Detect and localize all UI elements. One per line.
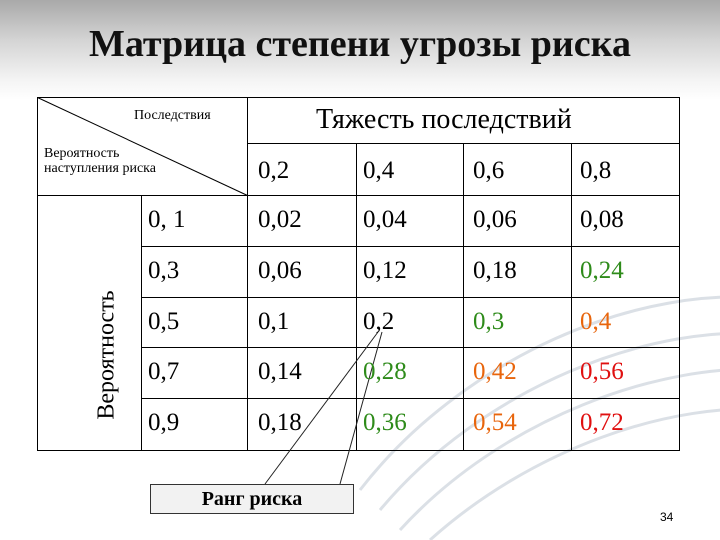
column-header: 0,4: [363, 157, 395, 184]
table-cell: 0,04: [363, 206, 407, 233]
risk-rank-callout: Ранг риска: [150, 484, 354, 514]
table-cell: 0,42: [473, 358, 517, 385]
table-cell: 0,54: [473, 409, 517, 436]
row-probability: 0,3: [148, 257, 180, 284]
column-header: 0,8: [580, 157, 612, 184]
table-cell: 0,36: [363, 409, 407, 436]
title-background: [0, 0, 720, 100]
column-header: 0,2: [258, 157, 290, 184]
table-cell: 0,18: [473, 257, 517, 284]
table-cell: 0,18: [258, 409, 302, 436]
table-cell: 0,14: [258, 358, 302, 385]
table-cell: 0,28: [363, 358, 407, 385]
page-number: 34: [660, 510, 674, 524]
row-probability: 0, 1: [148, 206, 186, 233]
column-header: 0,6: [473, 157, 505, 184]
probability-occurrence-label: Вероятность наступления риска: [44, 146, 156, 176]
table-cell: 0,02: [258, 206, 302, 233]
table-cell: 0,24: [580, 257, 624, 284]
slide-title: Матрица степени угрозы риска: [89, 23, 631, 65]
table-cell: 0,4: [580, 308, 612, 335]
row-probability: 0,7: [148, 358, 180, 385]
table-cell: 0,12: [363, 257, 407, 284]
row-probability: 0,9: [148, 409, 180, 436]
table-cell: 0,56: [580, 358, 624, 385]
table-cell: 0,08: [580, 206, 624, 233]
table-cell: 0,72: [580, 409, 624, 436]
table-cell: 0,06: [473, 206, 517, 233]
probability-vertical-label: Вероятность: [93, 290, 120, 420]
table-cell: 0,1: [258, 308, 290, 335]
consequences-label: Последствия: [134, 108, 211, 123]
table-cell: 0,06: [258, 257, 302, 284]
row-probability: 0,5: [148, 308, 180, 335]
table-cell: 0,2: [363, 308, 395, 335]
table-cell: 0,3: [473, 308, 505, 335]
severity-header: Тяжесть последствий: [316, 104, 572, 135]
